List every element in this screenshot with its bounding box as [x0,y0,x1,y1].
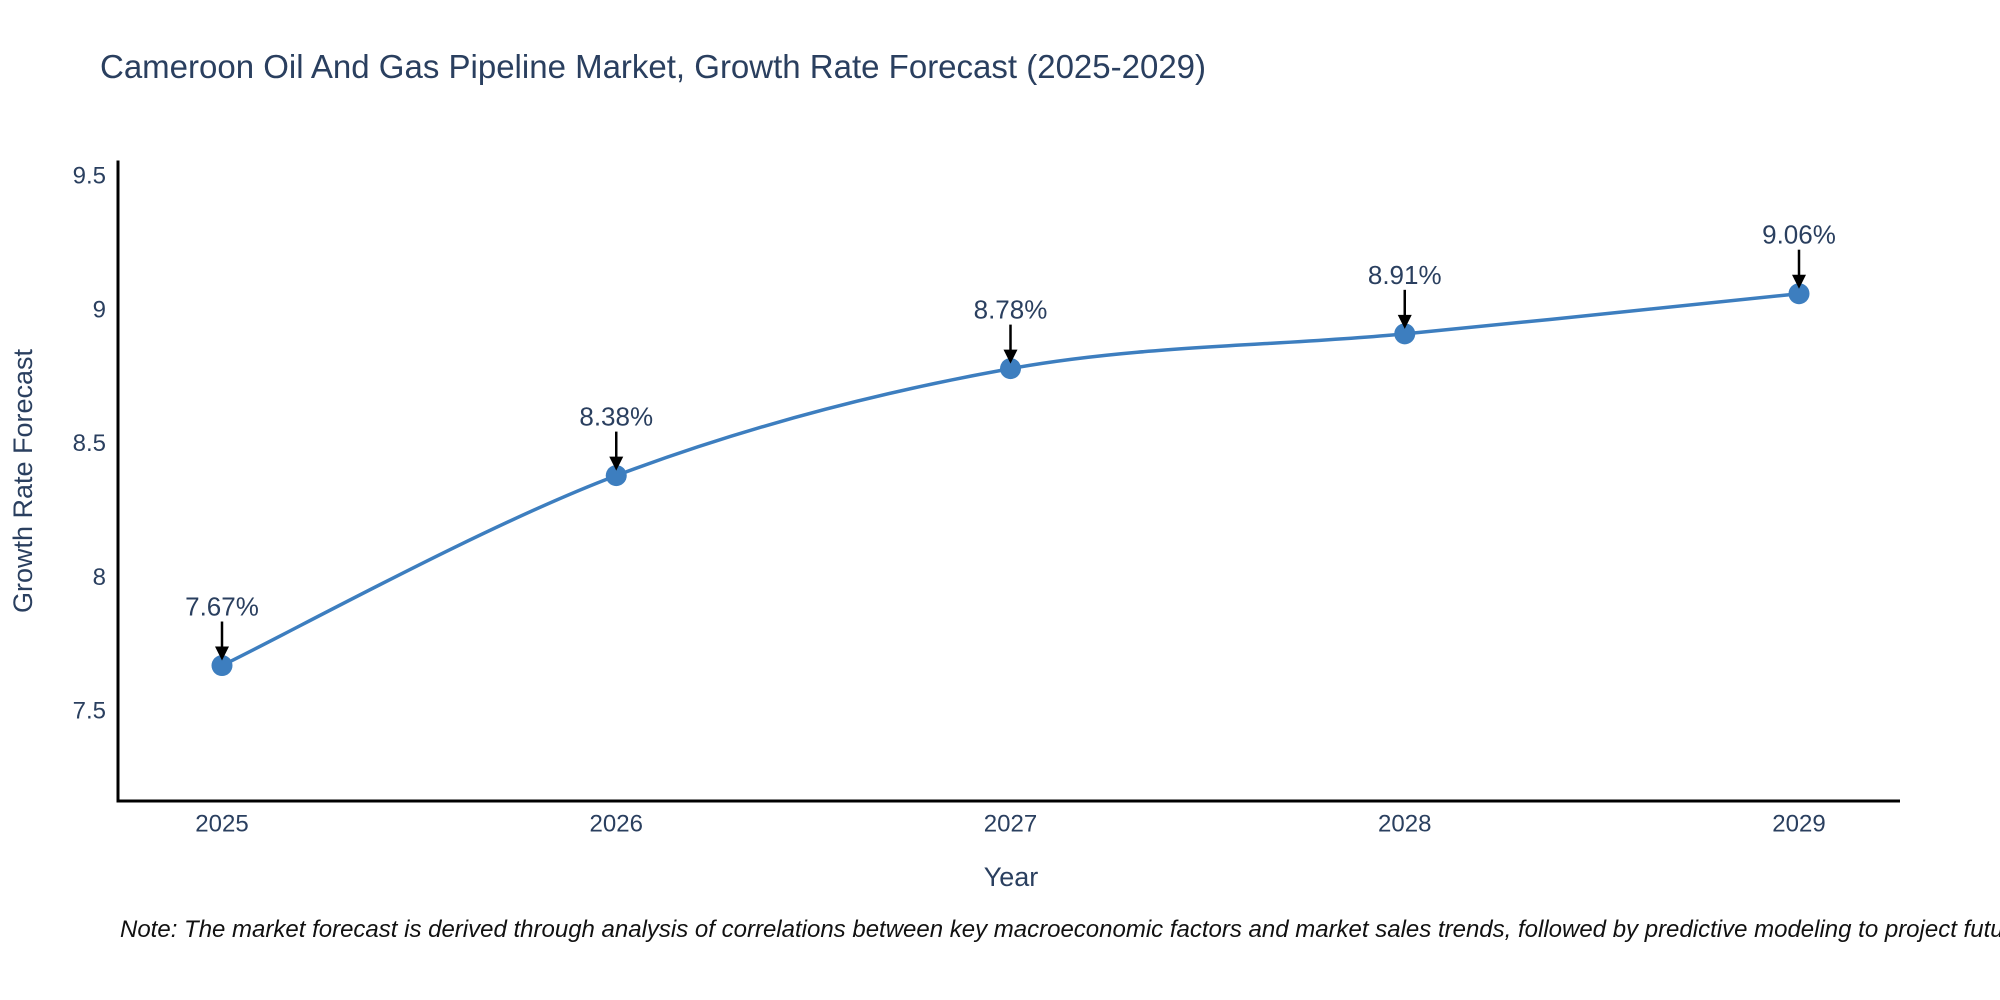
data-point-marker[interactable] [1394,323,1416,345]
chart-title: Cameroon Oil And Gas Pipeline Market, Gr… [100,48,1206,85]
footnote: Note: The market forecast is derived thr… [120,916,2000,943]
point-value-label: 8.91% [1368,260,1442,290]
y-tick-label: 8.5 [73,430,106,457]
data-point-marker[interactable] [1000,358,1021,380]
y-axis-title: Growth Rate Forecast [8,348,38,613]
x-tick-label: 2026 [590,811,643,838]
x-axis-title: Year [984,862,1039,892]
y-tick-label: 8 [93,564,106,591]
x-tick-label: 2025 [195,811,248,838]
point-value-label: 9.06% [1762,220,1836,250]
data-point-marker[interactable] [605,465,627,487]
x-tick-labels: 2025 2026 2027 2028 2029 [195,811,1825,838]
data-point-marker[interactable] [211,655,233,677]
annotation-arrowhead [609,456,624,471]
x-tick-label: 2029 [1772,811,1825,838]
annotation-arrowhead [1003,349,1018,364]
data-point-marker[interactable] [1788,283,1810,305]
x-tick-label: 2027 [984,811,1037,838]
point-value-label: 8.38% [579,402,653,432]
point-value-label: 8.78% [974,295,1048,325]
annotation-arrowhead [1397,314,1412,329]
annotation-arrowhead [1792,274,1806,289]
y-tick-labels: 7.5 8 8.5 9 9.5 [73,163,106,725]
y-tick-label: 7.5 [73,698,106,725]
axis-lines [116,160,1900,803]
series-group [211,283,1810,677]
point-value-label: 7.67% [185,592,259,622]
y-tick-label: 9.5 [73,163,106,190]
point-annotations: 7.67% 8.38% 8.78% 8.91% 9.06% [185,220,1836,661]
y-tick-label: 9 [93,296,106,323]
annotation-arrowhead [215,646,229,661]
x-tick-label: 2028 [1378,811,1431,838]
